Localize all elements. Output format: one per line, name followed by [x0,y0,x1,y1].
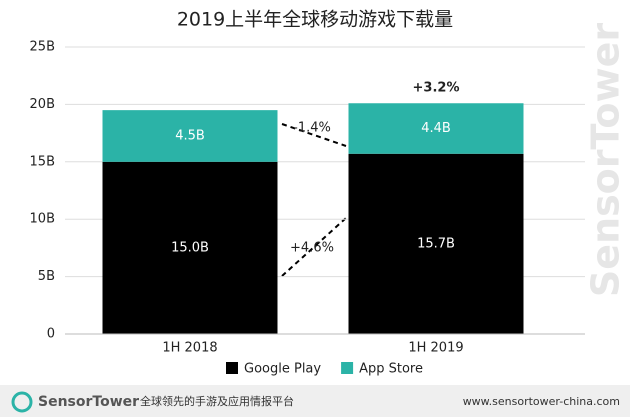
x-tick-label: 1H 2018 [162,341,217,356]
legend-label: App Store [359,362,423,377]
y-tick-label: 0 [47,327,55,342]
y-tick-label: 25B [30,40,55,55]
bar-segment [102,110,278,162]
value-label: 4.4B [421,121,451,136]
annotation: +4.6% [290,241,334,256]
logo [11,391,33,413]
footer-url: www.sensortower-china.com [463,395,620,408]
annotation: -1.4% [293,121,331,136]
legend-label: Google Play [244,362,321,377]
bar-segment [348,153,524,334]
value-label: 15.0B [171,240,209,255]
footer-bar [0,385,630,417]
legend-swatch [341,362,354,374]
bar-segment [348,103,524,154]
connector-line [281,123,347,147]
y-tick-label: 5B [38,269,55,284]
annotation: +3.2% [413,81,460,96]
chart-title: 2019上半年全球移动游戏下载量 [177,9,453,31]
legend-swatch [226,362,238,374]
x-tick-label: 1H 2019 [408,341,463,356]
y-tick-label: 15B [30,154,55,169]
footer-brand: SensorTower [38,394,139,410]
footer-tagline: 全球领先的手游及应用情报平台 [140,394,294,408]
bar-segment [102,161,278,334]
value-label: 4.5B [175,128,205,143]
y-tick-label: 20B [30,97,55,112]
y-tick-label: 10B [30,212,55,227]
watermark: SensorTower [584,23,628,298]
value-label: 15.7B [417,236,455,251]
